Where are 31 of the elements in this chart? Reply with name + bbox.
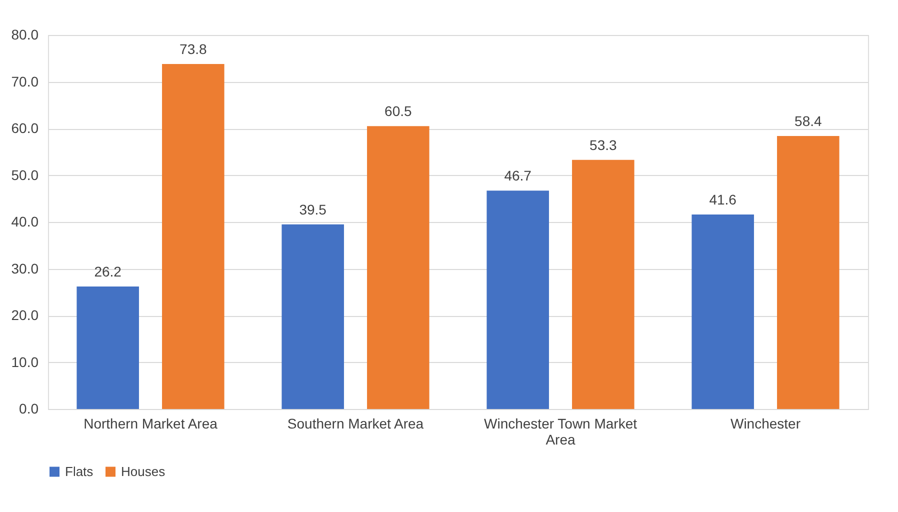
data-label: 39.5: [299, 201, 327, 218]
y-tick-label: 70.0: [11, 73, 39, 90]
y-tick-label: 40.0: [11, 214, 39, 230]
bar: [777, 136, 840, 409]
data-label: 58.4: [794, 112, 822, 129]
legend-label: Houses: [121, 464, 166, 479]
bar: [76, 286, 139, 409]
x-tick-label: Winchester Town Market Area: [484, 416, 638, 448]
y-tick-label: 80.0: [11, 26, 39, 42]
data-label: 73.8: [180, 40, 207, 57]
bar: [282, 224, 344, 409]
bar: [486, 190, 549, 409]
y-tick-label: 60.0: [11, 120, 39, 136]
x-tick-label: Southern Market Area: [287, 416, 424, 432]
y-tick-label: 50.0: [11, 166, 39, 183]
data-label: 53.3: [590, 136, 617, 153]
x-tick-label: Winchester: [730, 416, 801, 432]
y-tick-label: 20.0: [11, 307, 39, 323]
data-label: 60.5: [384, 103, 412, 120]
y-tick-label: 0.0: [19, 400, 39, 416]
legend-label: Flats: [65, 464, 94, 479]
bar: [692, 214, 754, 409]
y-tick-label: 10.0: [11, 354, 39, 370]
bar: [572, 160, 634, 409]
bar: [367, 126, 430, 409]
data-label: 46.7: [504, 168, 532, 184]
y-tick-label: 30.0: [11, 260, 39, 276]
data-label: 41.6: [709, 192, 737, 208]
data-label: 26.2: [94, 264, 122, 280]
bar: [162, 64, 224, 409]
x-tick-label: Northern Market Area: [84, 416, 218, 432]
